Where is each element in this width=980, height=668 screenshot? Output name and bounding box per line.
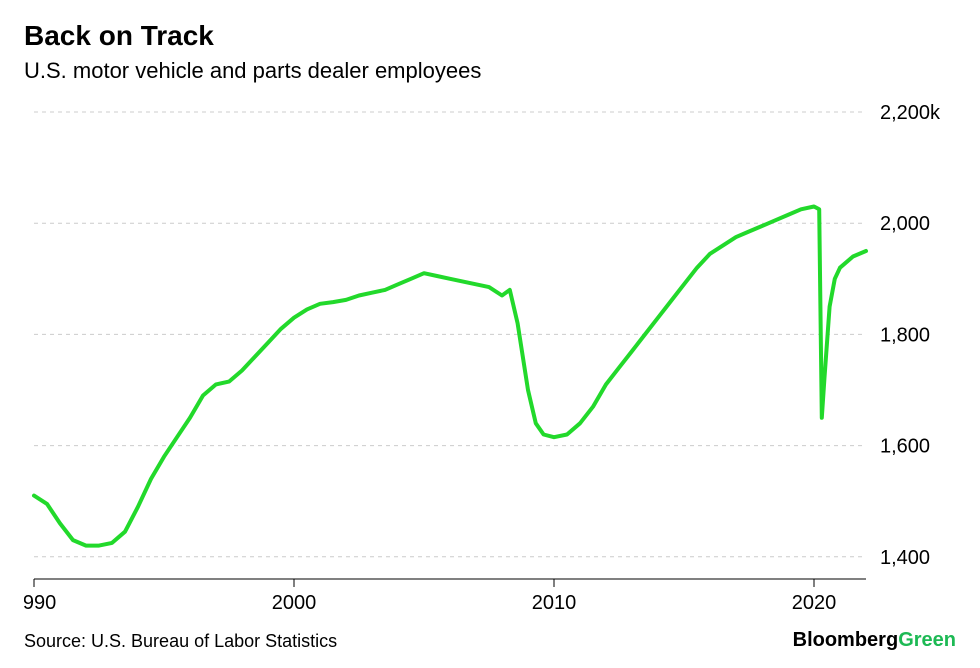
chart-container: Back on Track U.S. motor vehicle and par… (0, 0, 980, 668)
y-tick-label: 2,000 (880, 213, 930, 235)
y-tick-label: 1,600 (880, 436, 930, 458)
chart-subtitle: U.S. motor vehicle and parts dealer empl… (24, 58, 956, 84)
data-series-line (34, 207, 866, 546)
chart-plot-area: 1,400 1,600 1,800 2,000 2,200k 1990 2000 2010 20… (24, 102, 956, 619)
x-tick-label: 1990 (24, 592, 56, 614)
brand-main: Bloomberg (793, 629, 899, 651)
x-tick-label: 2010 (532, 592, 577, 614)
chart-title: Back on Track (24, 20, 956, 52)
chart-footer: Source: U.S. Bureau of Labor Statistics … (24, 629, 956, 652)
brand-text: BloombergGreen (793, 629, 956, 652)
y-tick-label: 1,800 (880, 324, 930, 346)
x-tick-label: 2020 (792, 592, 837, 614)
brand-accent: Green (898, 629, 956, 651)
y-tick-label: 1,400 (880, 547, 930, 569)
x-tick-label: 2000 (272, 592, 317, 614)
source-text: Source: U.S. Bureau of Labor Statistics (24, 631, 337, 652)
y-tick-label: 2,200k (880, 102, 941, 124)
line-chart-svg: 1,400 1,600 1,800 2,000 2,200k 1990 2000 2010 20… (24, 102, 956, 619)
